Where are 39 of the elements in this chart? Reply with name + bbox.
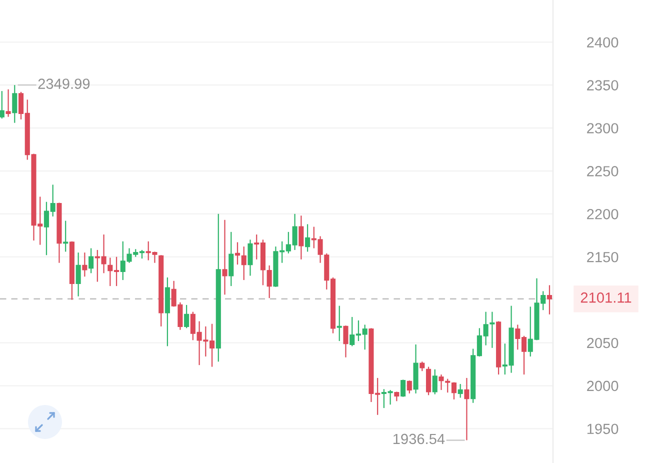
candlestick bbox=[234, 242, 240, 266]
candlestick bbox=[343, 325, 348, 358]
y-tick-label: 2350 bbox=[587, 80, 618, 90]
candlestick bbox=[400, 379, 406, 398]
candlestick bbox=[12, 84, 18, 124]
candlestick bbox=[464, 377, 470, 441]
candlestick bbox=[546, 284, 552, 315]
candlestick bbox=[336, 305, 342, 342]
candlestick bbox=[438, 374, 444, 391]
candlestick bbox=[426, 366, 432, 396]
candlestick bbox=[248, 239, 253, 276]
candlestick bbox=[222, 219, 228, 296]
candlestick bbox=[305, 224, 310, 252]
candlestick bbox=[82, 252, 88, 278]
candlestick bbox=[6, 88, 11, 118]
candlestick bbox=[88, 248, 94, 274]
ref-line-label: 2101.11 bbox=[580, 292, 632, 303]
candlestick bbox=[63, 220, 68, 252]
candlestick bbox=[458, 383, 463, 398]
candlestick bbox=[76, 252, 81, 297]
y-tick-label: 1950 bbox=[587, 424, 618, 434]
y-tick-label: 2250 bbox=[587, 166, 618, 176]
y-tick-label: 2300 bbox=[587, 123, 618, 134]
y-tick-label: 2200 bbox=[587, 208, 618, 220]
annotation: 1936.54 bbox=[393, 434, 445, 444]
candlestick bbox=[432, 368, 438, 395]
annotation: 2349.99 bbox=[38, 78, 90, 89]
candlestick bbox=[241, 246, 246, 281]
candlestick bbox=[406, 380, 412, 394]
candlestick bbox=[394, 391, 400, 402]
y-tick-label: 2050 bbox=[587, 338, 618, 348]
candlestick bbox=[0, 90, 4, 120]
candlestick bbox=[228, 231, 234, 287]
candlestick bbox=[184, 304, 190, 329]
candlestick bbox=[298, 215, 304, 260]
candlestick bbox=[420, 361, 425, 372]
y-tick-label: 2400 bbox=[587, 37, 618, 48]
y-tick-label: 2000 bbox=[587, 380, 618, 392]
y-tick-label: 2150 bbox=[587, 252, 618, 262]
